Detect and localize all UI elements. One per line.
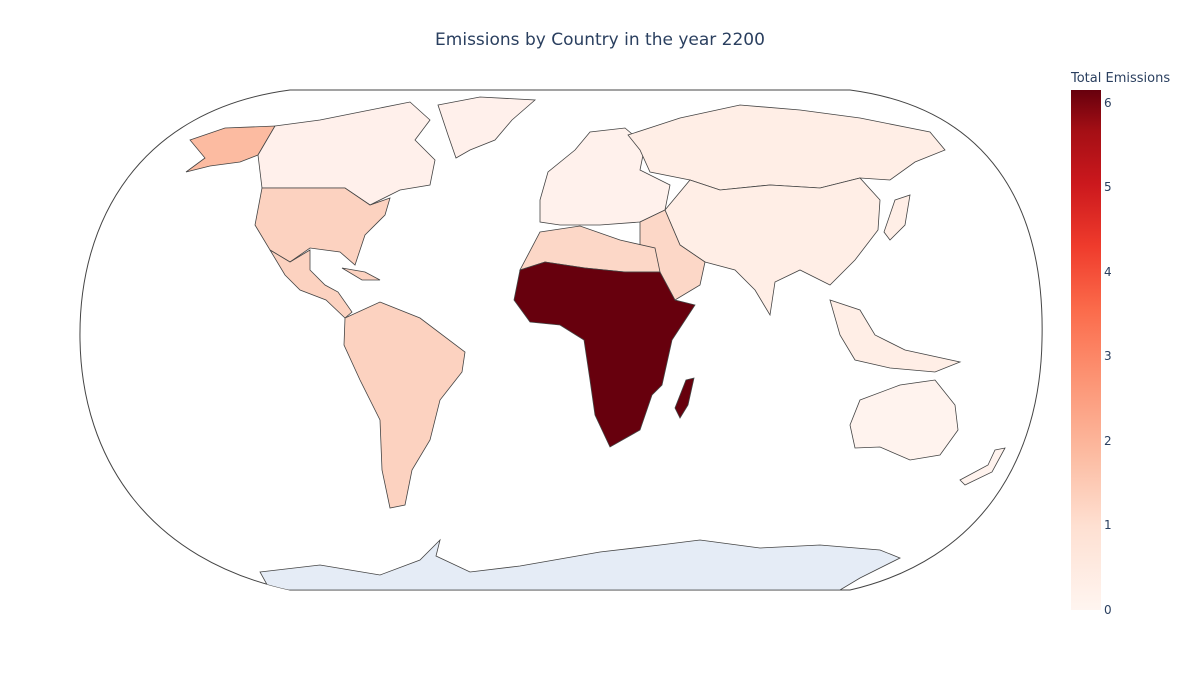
colorbar-tick-6: 6	[1104, 95, 1112, 110]
region-europe[interactable]	[539, 127, 671, 226]
region-caribbean[interactable]	[341, 267, 381, 281]
colorbar-tick-2: 2	[1104, 433, 1112, 448]
region-asia[interactable]	[664, 177, 881, 317]
region-sub-saharan-africa[interactable]	[513, 261, 696, 448]
region-greenland[interactable]	[437, 96, 537, 159]
colorbar-tick-3: 3	[1104, 349, 1112, 364]
region-mexico[interactable]	[269, 249, 353, 319]
colorbar-title: Total Emissions	[1071, 71, 1171, 86]
colorbar	[1071, 90, 1101, 610]
region-southeast-asia[interactable]	[829, 299, 962, 373]
region-alaska[interactable]	[185, 125, 276, 173]
region-australia[interactable]	[849, 379, 959, 461]
colorbar-tick-0: 0	[1104, 603, 1112, 617]
region-madagascar[interactable]	[674, 377, 695, 419]
colorbar-tick-1: 1	[1104, 518, 1112, 533]
chart-title: Emissions by Country in the year 2200	[435, 30, 765, 50]
colorbar-tick-5: 5	[1104, 180, 1112, 195]
region-japan[interactable]	[883, 194, 911, 241]
region-new-zealand[interactable]	[959, 447, 1006, 486]
region-antarctica[interactable]	[259, 538, 901, 590]
region-russia[interactable]	[627, 104, 946, 191]
region-south-america[interactable]	[343, 301, 466, 509]
colorbar-tick-4: 4	[1104, 264, 1112, 279]
